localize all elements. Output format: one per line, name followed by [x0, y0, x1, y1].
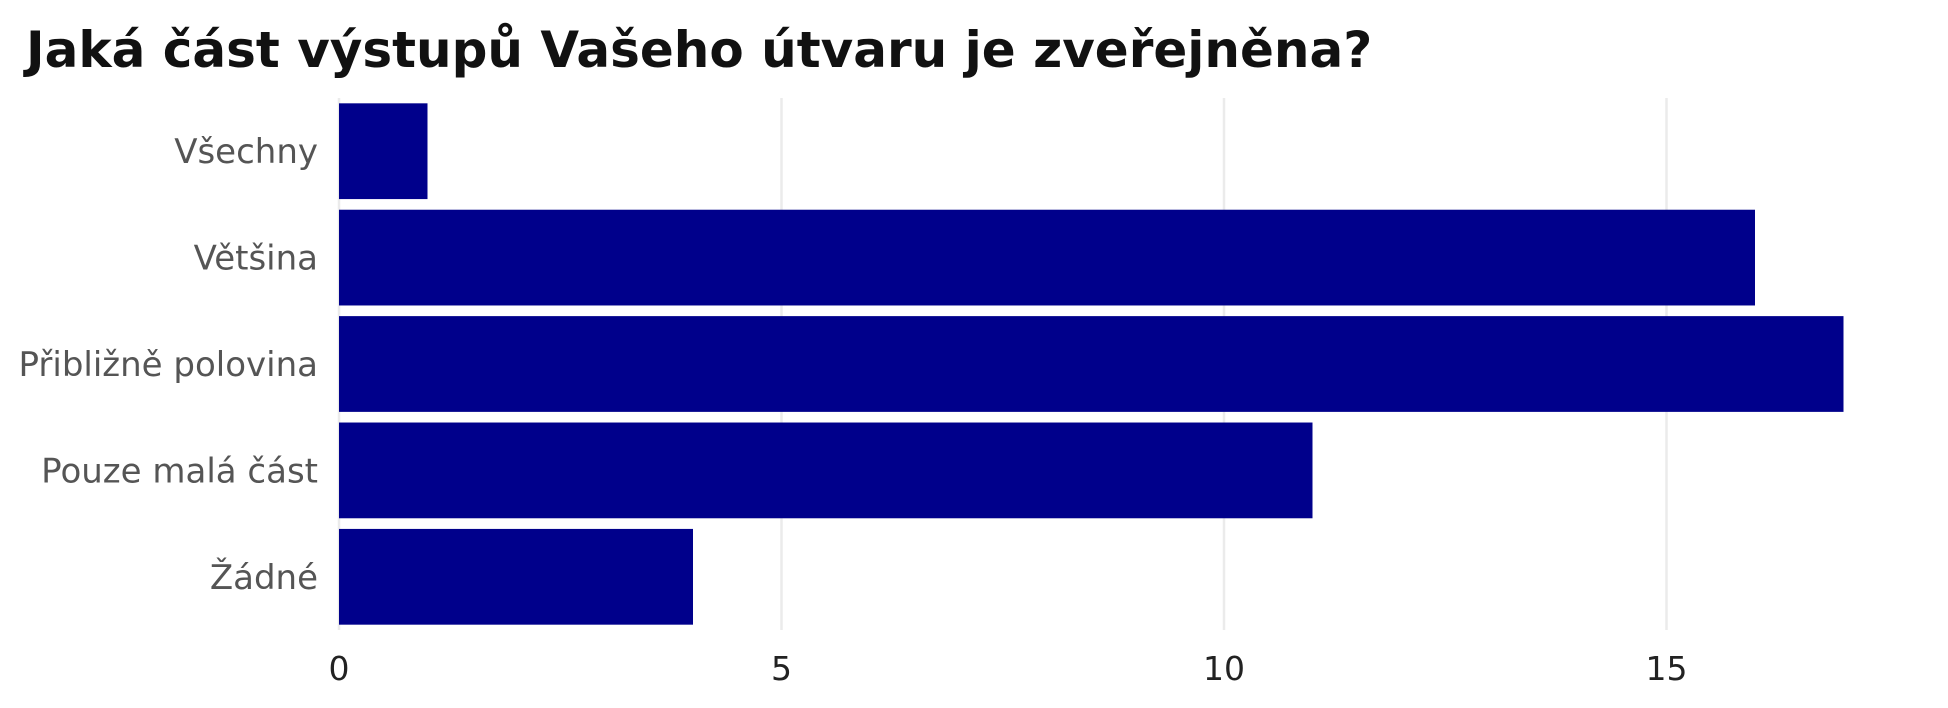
bar-1: [339, 209, 1755, 306]
bar-3: [339, 422, 1313, 519]
category-axis: Všechny Většina Přibližně polovina Pouze ma…: [18, 132, 318, 598]
chart-title: Jaká část výstupů Vašeho útvaru je zveře…: [26, 21, 1373, 79]
bar-layer: [339, 103, 1844, 625]
x-tick-label: 5: [771, 649, 792, 688]
x-tick-label: 15: [1646, 649, 1688, 688]
x-tick-label: 0: [329, 649, 350, 688]
x-tick-label: 10: [1203, 649, 1245, 688]
value-axis: 0 5 10 15: [329, 649, 1688, 688]
bar-4: [339, 528, 693, 625]
category-label: Žádné: [210, 557, 318, 598]
category-label: Přibližně polovina: [18, 345, 318, 385]
bar-2: [339, 316, 1844, 412]
bar-0: [339, 103, 428, 200]
category-label: Většina: [194, 239, 318, 279]
category-label: Pouze malá část: [41, 451, 318, 491]
category-label: Všechny: [174, 132, 318, 172]
